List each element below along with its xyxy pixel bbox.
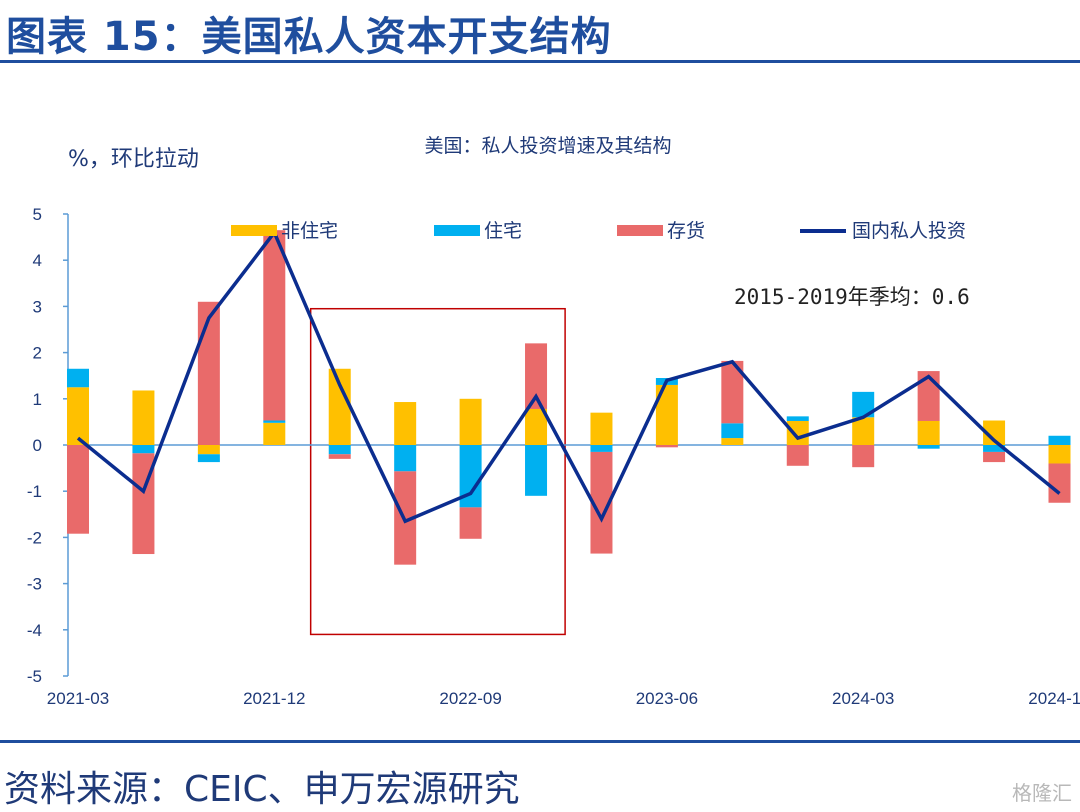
- bar-residential: [67, 368, 89, 388]
- bar-non-residential: [263, 422, 286, 445]
- bar-residential: [132, 445, 155, 454]
- top-rule: [0, 60, 1080, 63]
- y-tick-label: 5: [33, 205, 42, 224]
- y-tick-label: -1: [27, 482, 42, 501]
- y-tick-label: -5: [27, 667, 42, 686]
- bar-residential: [328, 445, 351, 455]
- watermark: 格隆汇: [1012, 781, 1072, 805]
- bar-non-residential: [197, 445, 220, 455]
- chart-title: 美国：私人投资增速及其结构: [424, 135, 671, 157]
- bar-residential: [590, 445, 613, 452]
- axes: 5 4 3 2 1 0 -1 -2 -3 -4 -5 2021-03 2021-12 2022-09 202…: [27, 205, 1080, 708]
- bars: [67, 230, 1071, 565]
- x-tick-label: 2024-03: [832, 689, 894, 708]
- bar-non-residential: [394, 402, 417, 445]
- bar-non-residential: [590, 412, 613, 445]
- x-tick-label: 2022-09: [439, 689, 501, 708]
- bar-inventory: [263, 230, 286, 421]
- bar-residential: [394, 445, 417, 472]
- bar-residential: [786, 416, 809, 421]
- bar-non-residential: [328, 368, 351, 445]
- chart: 美国：私人投资增速及其结构 %，环比拉动 5 4 3 2 1 0 -1 -2 -3 -4 -5 202…: [27, 135, 1080, 708]
- y-tick-label: 2: [33, 344, 42, 363]
- highlight-layer: [309, 307, 566, 636]
- bar-inventory: [67, 445, 89, 534]
- bar-non-residential: [655, 384, 678, 445]
- legend-swatch-inventory: [617, 225, 663, 236]
- y-tick-label: 1: [33, 390, 42, 409]
- legend-swatch-residential: [434, 225, 480, 236]
- legend: 非住宅 住宅 存货 国内私人投资: [231, 220, 966, 242]
- bottom-rule: [0, 740, 1080, 743]
- line-total-private-investment: [76, 229, 1061, 524]
- bar-non-residential: [132, 390, 155, 445]
- bar-residential: [721, 423, 744, 439]
- legend-label-non-residential: 非住宅: [281, 220, 338, 242]
- y-tick-label: -2: [27, 528, 42, 547]
- legend-label-total: 国内私人投资: [852, 220, 966, 242]
- bar-non-residential: [721, 438, 744, 445]
- bar-non-residential: [1048, 445, 1071, 464]
- bar-non-residential: [525, 408, 548, 445]
- x-tick-label: 2024-12: [1028, 689, 1080, 708]
- x-tick-label: 2021-12: [243, 689, 305, 708]
- x-tick-label: 2023-06: [636, 689, 698, 708]
- bar-residential: [983, 445, 1006, 452]
- legend-label-residential: 住宅: [484, 220, 522, 242]
- bar-residential: [197, 454, 220, 463]
- source-note: 资料来源：CEIC、申万宏源研究: [4, 769, 520, 810]
- bar-residential: [459, 445, 482, 508]
- bar-inventory: [1048, 463, 1071, 503]
- bar-non-residential: [459, 398, 482, 445]
- legend-swatch-non-residential: [231, 225, 277, 236]
- bar-inventory: [655, 445, 678, 448]
- bar-residential: [1048, 435, 1071, 445]
- bar-residential: [525, 445, 548, 496]
- y-tick-label: -3: [27, 575, 42, 594]
- bar-inventory: [590, 451, 613, 554]
- legend-label-inventory: 存货: [667, 220, 705, 242]
- bar-residential: [917, 445, 940, 449]
- y-tick-label: -4: [27, 621, 42, 640]
- figure-title: 图表 15：美国私人资本开支结构: [6, 14, 612, 60]
- bar-inventory: [197, 301, 220, 445]
- bar-residential: [263, 420, 286, 423]
- bar-non-residential: [786, 420, 809, 445]
- line-layer: [76, 229, 1061, 524]
- bar-non-residential: [852, 417, 875, 445]
- bar-inventory: [721, 360, 744, 424]
- bar-inventory: [786, 445, 809, 466]
- average-annotation: 2015-2019年季均：0.6: [734, 285, 970, 309]
- bar-non-residential: [917, 420, 940, 445]
- bar-non-residential: [983, 420, 1006, 445]
- bar-residential: [852, 391, 875, 418]
- y-tick-label: 3: [33, 297, 42, 316]
- bar-non-residential: [67, 387, 89, 445]
- y-axis-label: %，环比拉动: [68, 147, 199, 172]
- bar-inventory: [983, 451, 1006, 463]
- x-tick-label: 2021-03: [47, 689, 109, 708]
- highlight-box: [309, 307, 566, 636]
- y-tick-label: 4: [33, 251, 42, 270]
- y-tick-label: 0: [33, 436, 42, 455]
- bar-inventory: [525, 343, 548, 409]
- bar-inventory: [852, 445, 875, 468]
- bar-inventory: [328, 454, 351, 459]
- bar-inventory: [459, 507, 482, 539]
